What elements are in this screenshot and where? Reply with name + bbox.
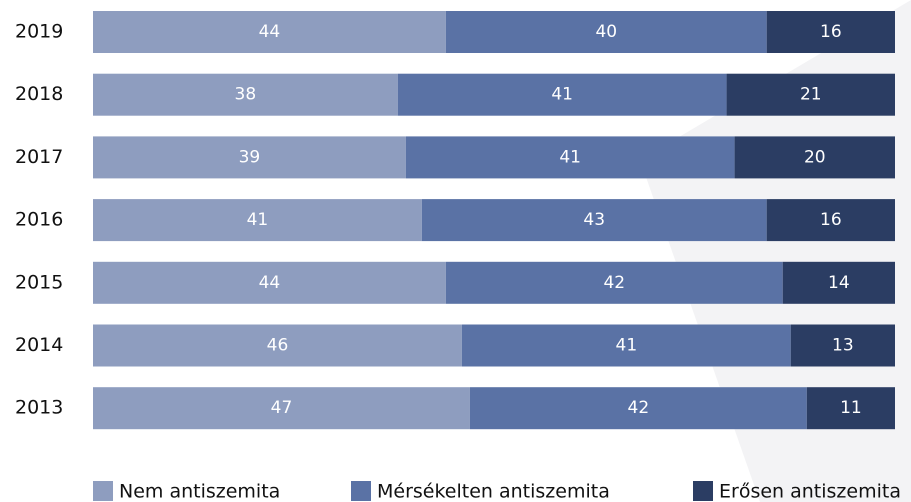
- data-label: 44: [259, 22, 281, 42]
- data-label: 41: [616, 336, 638, 356]
- bar-segment: [734, 136, 895, 179]
- bar-segment: [766, 199, 895, 242]
- data-label: 40: [595, 22, 617, 42]
- data-label: 16: [820, 210, 842, 230]
- bar-segment: [397, 73, 727, 116]
- data-label: 13: [832, 336, 854, 356]
- bar-segment: [445, 261, 783, 304]
- bar-segment: [782, 261, 895, 304]
- data-label: 44: [259, 273, 281, 293]
- bar-segment: [93, 136, 406, 179]
- data-label: 39: [239, 147, 261, 167]
- bar-segment: [93, 11, 446, 53]
- bar-segment: [469, 387, 807, 430]
- y-tick-label: 2018: [15, 83, 63, 105]
- legend-swatch: [693, 481, 713, 501]
- data-label: 42: [603, 273, 625, 293]
- data-label: 14: [828, 273, 850, 293]
- background-shape: [640, 0, 911, 502]
- data-label: 38: [235, 85, 257, 105]
- bar-segment: [790, 324, 895, 367]
- y-tick-label: 2019: [15, 21, 63, 43]
- legend-label: Erősen antiszemita: [719, 481, 901, 502]
- data-label: 41: [559, 147, 581, 167]
- data-label: 20: [804, 147, 826, 167]
- bar-segment: [421, 199, 767, 242]
- bar-segment: [93, 261, 446, 304]
- data-label: 43: [583, 210, 605, 230]
- data-label: 46: [267, 336, 289, 356]
- bar-segment: [93, 387, 470, 430]
- bar-segment: [806, 387, 895, 430]
- bar-segment: [93, 324, 462, 367]
- bar-segment: [766, 11, 895, 53]
- bar-segment: [461, 324, 791, 367]
- data-label: 41: [247, 210, 269, 230]
- bar-segment: [93, 73, 398, 116]
- legend-swatch: [351, 481, 371, 501]
- data-label: 47: [271, 398, 293, 418]
- y-tick-label: 2015: [15, 271, 63, 293]
- bar-segment: [93, 199, 422, 242]
- data-label: 21: [800, 85, 822, 105]
- legend-label: Mérsékelten antiszemita: [377, 481, 610, 502]
- legend-label: Nem antiszemita: [119, 481, 280, 502]
- legend-swatch: [93, 481, 113, 501]
- bar-segment: [445, 11, 767, 53]
- bar-segment: [405, 136, 735, 179]
- data-label: 42: [628, 398, 650, 418]
- y-tick-label: 2017: [15, 146, 63, 168]
- data-label: 41: [551, 85, 573, 105]
- data-label: 11: [840, 398, 862, 418]
- data-label: 16: [820, 22, 842, 42]
- y-tick-label: 2016: [15, 209, 63, 231]
- y-tick-label: 2014: [15, 334, 63, 356]
- y-tick-label: 2013: [15, 397, 63, 419]
- bar-segment: [726, 73, 895, 116]
